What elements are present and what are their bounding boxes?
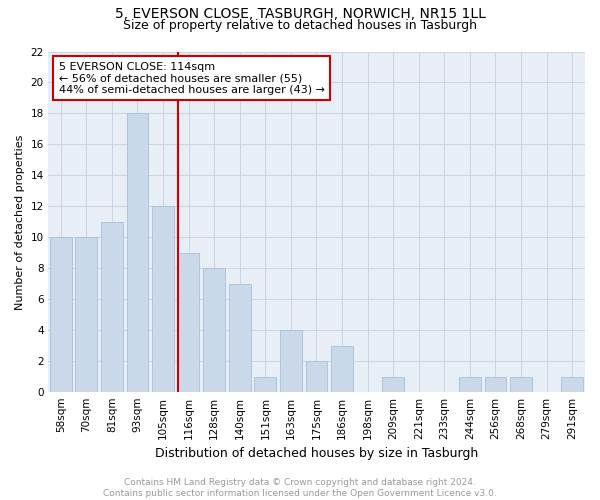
Bar bbox=[459, 377, 481, 392]
X-axis label: Distribution of detached houses by size in Tasburgh: Distribution of detached houses by size … bbox=[155, 447, 478, 460]
Bar bbox=[280, 330, 302, 392]
Bar bbox=[254, 377, 276, 392]
Bar bbox=[127, 114, 148, 392]
Y-axis label: Number of detached properties: Number of detached properties bbox=[15, 134, 25, 310]
Text: Size of property relative to detached houses in Tasburgh: Size of property relative to detached ho… bbox=[123, 19, 477, 32]
Bar bbox=[178, 253, 199, 392]
Bar bbox=[101, 222, 123, 392]
Bar bbox=[229, 284, 251, 393]
Bar bbox=[152, 206, 174, 392]
Bar bbox=[510, 377, 532, 392]
Bar bbox=[76, 238, 97, 392]
Bar bbox=[485, 377, 506, 392]
Bar bbox=[331, 346, 353, 393]
Text: 5 EVERSON CLOSE: 114sqm
← 56% of detached houses are smaller (55)
44% of semi-de: 5 EVERSON CLOSE: 114sqm ← 56% of detache… bbox=[59, 62, 325, 95]
Bar bbox=[203, 268, 225, 392]
Bar bbox=[562, 377, 583, 392]
Bar bbox=[305, 362, 328, 392]
Text: 5, EVERSON CLOSE, TASBURGH, NORWICH, NR15 1LL: 5, EVERSON CLOSE, TASBURGH, NORWICH, NR1… bbox=[115, 8, 485, 22]
Bar bbox=[50, 238, 71, 392]
Text: Contains HM Land Registry data © Crown copyright and database right 2024.
Contai: Contains HM Land Registry data © Crown c… bbox=[103, 478, 497, 498]
Bar bbox=[382, 377, 404, 392]
